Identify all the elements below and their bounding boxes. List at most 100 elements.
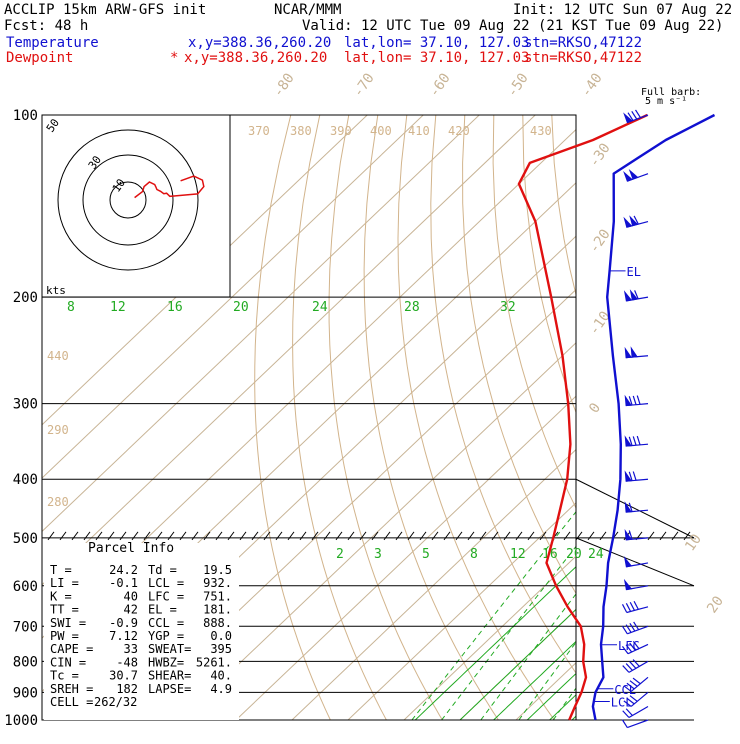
dry-adiabat-line [292,115,387,720]
moist-adiabat-line [459,608,576,720]
level-marker-label: LCL [611,695,633,709]
dry-adiabat-line [551,115,576,297]
wind-barb-flag [625,644,633,653]
wind-barb-flag [626,697,635,705]
mixing-ratio-label: 8 [67,300,75,315]
pressure-tick-label: 600 [13,579,38,595]
wind-barb-flag [622,710,630,718]
wind-barb-flag [623,700,632,707]
wind-barb-pennant [624,528,632,541]
wind-barb-pennant [623,171,633,182]
isotherm-line [347,502,576,720]
mixing-ratio-line [629,297,740,720]
isotherm-label: 0 [586,400,604,416]
isotherm-label: 20 [704,593,727,616]
isotherm-label: -30 [586,140,614,170]
dewpoint-xy: x,y=388.36,260.20 [184,50,327,66]
hatch-mark [683,531,691,541]
parcel-row-value: -0.1 [109,576,138,590]
dry-adiabat-label: 280 [47,495,69,509]
hatch-mark [215,531,223,541]
frame-diagonal [575,537,695,587]
isotherm-line [459,608,576,720]
isotherm-line [291,448,576,720]
wind-barb-flag [629,622,636,632]
hatch-mark [671,531,679,541]
wind-barb-flag [622,665,630,673]
hodograph-inset: kts 50 30 10 [41,114,231,298]
dewpoint-profile [517,113,648,721]
hatch-mark [167,531,175,541]
wind-barb-pennant [623,578,633,591]
pressure-tick-label: 800 [13,654,38,670]
hodograph-ring [109,181,147,219]
hatch-mark [203,531,211,541]
parcel-row-value: 19.5 [203,563,232,577]
dry-adiabat-line [726,115,740,720]
hatch-mark [395,531,403,541]
dry-adiabat-line [697,115,740,720]
moist-adiabat-line [526,672,576,720]
dewpoint-station: stn=RKSO,47122 [524,50,642,66]
parcel-row-value: 30.7 [109,669,138,683]
wind-barb-flag [629,680,638,687]
parcel-row-value: 395 [210,642,232,656]
wind-barb-flag [632,395,637,405]
mixing-ratio-line [615,297,740,720]
mixing-ratio-line [552,687,576,720]
isotherm-label: -40 [578,70,606,100]
wind-barb-pennant [623,556,633,568]
temperature-xy: x,y=388.36,260.20 [188,35,331,51]
pressure-axis: 100 200 300 400 500 600 700 800 900 1000 [4,108,38,729]
frame-diagonal [575,478,695,539]
mixing-ratio-line [518,641,576,720]
isotherm-line [42,115,536,586]
wind-barb-flag [636,435,641,446]
model-title: ACCLIP 15km ARW-GFS init [4,2,206,18]
init-label: Init: 12 UTC Sun 07 Aug 22 [513,2,732,18]
isotherm-line [179,342,576,720]
mixing-ratio-label: 24 [312,300,328,315]
moist-adiabat-line [493,640,576,720]
isotherm-label: -70 [350,70,378,100]
sounding-profiles [517,113,716,721]
hatch-mark [119,531,127,541]
wind-barbs [621,109,649,729]
pressure-tick-label: 900 [13,685,38,701]
isotherm-label: 10 [682,531,705,554]
parcel-row-value: 7.12 [109,629,138,643]
hodograph-ring-label: 50 [44,116,62,134]
wind-barb-pennant [630,346,638,358]
hatch-mark [419,531,427,541]
hatch-mark [503,531,511,541]
hatch-mark [143,531,151,541]
wind-barb-flag [628,502,633,512]
mixing-ratio-label: 3 [374,547,382,562]
wind-barb-flag [636,395,641,405]
parcel-row-label: EL = [148,603,177,617]
parcel-info-panel: Parcel Info T = 24.2 Td = 19.5 LI = -0.1 LCL =… [44,541,239,720]
parcel-row-label: CAPE = [50,642,93,656]
hatch-mark [275,531,283,541]
dry-adiabat-label: 410 [408,124,430,138]
parcel-row-label: Tc = [50,669,79,683]
wind-barb-flag [625,663,633,671]
hatch-mark [467,531,475,541]
parcel-row-value: 262/32 [94,695,137,709]
wind-barb-pennant [623,112,633,124]
mixing-ratio-label: 24 [588,547,604,562]
isotherm-label: -60 [426,70,454,100]
isotherm-label: -80 [270,70,298,100]
parcel-row-label: T = [50,563,72,577]
temperature-latlon: lat,lon= 37.10, 127.03 [344,35,529,51]
hatch-mark [431,531,439,541]
dry-adiabat-line [254,115,331,720]
dry-adiabat-label: 380 [290,124,312,138]
parcel-row-value: 888. [203,616,232,630]
parcel-row-label: HWBZ= [148,655,184,669]
parcel-row-value: 751. [203,589,232,603]
mixing-ratio-label: 32 [500,300,516,315]
star-marker-icon: * [170,50,178,66]
hatch-mark [407,531,415,541]
mixing-ratio-label: 28 [404,300,420,315]
